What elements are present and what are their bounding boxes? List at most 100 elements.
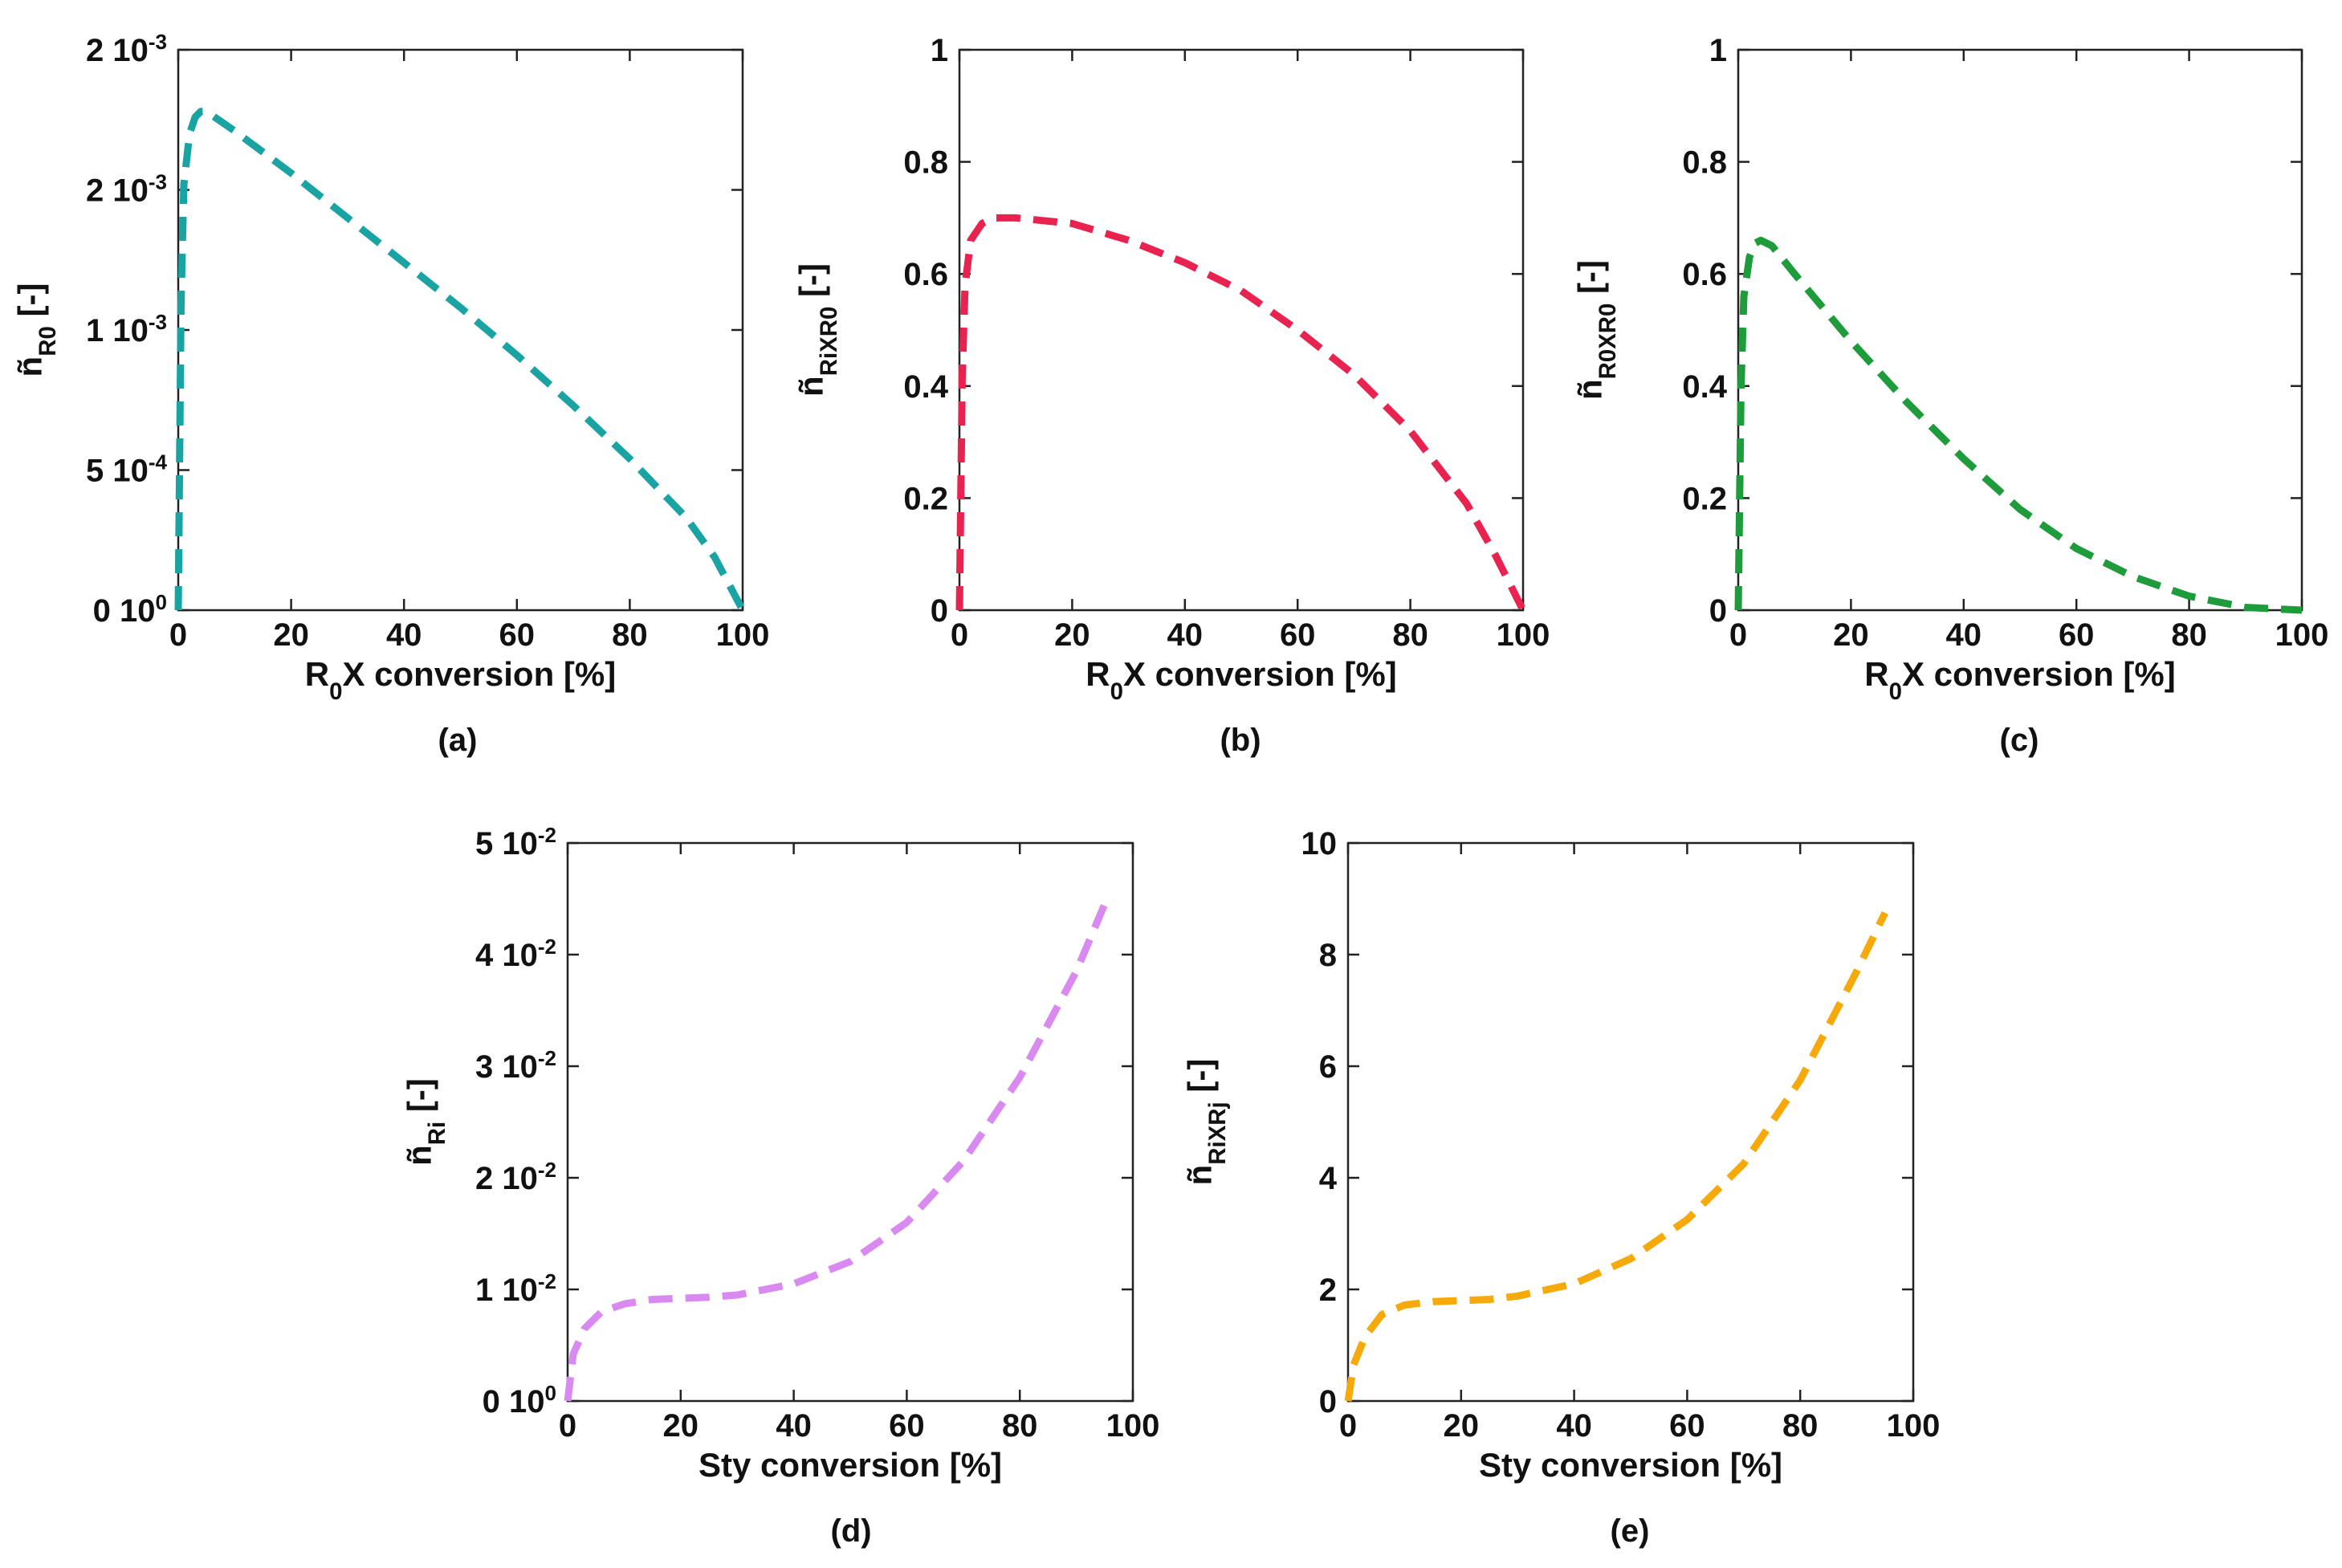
y-axis-label-rest: [-] [401,1078,438,1122]
x-axis-label-sub: 0 [1110,678,1123,705]
panel-caption: (e) [1611,1513,1650,1549]
y-tick-mantissa: 6 [1319,1049,1337,1085]
series-line [174,108,746,613]
x-axis-label: R0X conversion [%] [305,655,616,705]
y-tick-label: 0 100 [483,1381,556,1419]
panel-caption: (b) [1220,723,1261,758]
y-axis-label-main: ñ [792,376,830,397]
panel-e: 0 20 40 60 80 100 0 2 4 6 8 10 Sty conversion [%] ñRi… [1181,826,1940,1549]
x-axis-label-main: R [1085,655,1110,693]
y-axis-label-sub: Ri [424,1122,450,1145]
y-tick-mantissa: 0.4 [903,369,948,405]
x-axis-label-main: Sty conversion [%] [699,1446,1002,1484]
y-tick-mantissa: 0.8 [903,145,948,181]
y-tick-label: 4 10-2 [475,935,556,973]
y-tick-label: 2 [1319,1273,1337,1308]
x-axis-label-main: R [305,655,329,693]
series-line [1734,236,2303,614]
y-axis-label: ñRi [-] [401,1078,450,1166]
plot-frame [1737,48,2303,612]
y-tick-exponent: -3 [149,310,167,334]
y-axis-label-rest: [-] [792,263,830,307]
y-tick-mantissa: 0 [1319,1384,1337,1419]
y-tick-mantissa: 10 [1301,826,1338,861]
plot-frame [177,48,744,612]
y-tick-mantissa: 2 10 [86,173,149,209]
y-tick-mantissa: 0 10 [483,1384,545,1419]
x-axis-label-rest: X conversion [%] [1123,655,1397,693]
x-tick-label: 80 [1002,1408,1038,1444]
y-axis-label-rest: [-] [11,283,49,327]
y-tick-label: 0 [1319,1384,1337,1419]
y-axis-label-main: ñ [401,1145,438,1166]
y-tick-mantissa: 2 10 [475,1161,538,1196]
y-tick-mantissa: 0 [931,593,948,629]
y-tick-mantissa: 3 10 [475,1049,538,1085]
y-tick-exponent: -2 [538,1046,556,1070]
y-axis-label-sub: R0 [35,326,61,356]
plot-frame [1346,841,1915,1403]
x-tick-label: 20 [1833,617,1869,653]
y-tick-mantissa: 0.6 [903,257,948,292]
y-tick-label: 1 10-3 [86,310,167,348]
y-tick-mantissa: 1 10 [86,313,149,348]
x-tick-label: 20 [663,1408,699,1444]
y-tick-label: 0 100 [93,590,167,629]
y-tick-label: 4 [1319,1161,1338,1196]
y-tick-label: 1 [931,33,948,68]
x-tick-label: 40 [1167,617,1204,653]
x-tick-label: 0 [1729,617,1747,653]
y-tick-mantissa: 0.8 [1682,145,1727,181]
y-tick-label: 0.8 [1682,145,1727,181]
y-tick-mantissa: 1 [931,33,948,68]
y-tick-exponent: -2 [538,1269,556,1293]
y-axis-label-sub: RiXR0 [816,307,842,377]
y-axis-label: ñR0 [-] [11,283,61,377]
y-tick-label: 8 [1319,938,1337,973]
panel-caption: (d) [830,1513,871,1549]
y-tick-mantissa: 0.2 [903,481,948,516]
y-axis-label: ñR0XR0 [-] [1571,260,1621,400]
y-tick-label: 2 10-3 [86,170,167,209]
y-tick-mantissa: 2 [1319,1273,1337,1308]
x-tick-label: 60 [1280,617,1316,653]
x-tick-label: 100 [1887,1408,1941,1444]
x-axis-label: Sty conversion [%] [1479,1446,1782,1484]
x-axis-label-rest: X conversion [%] [1902,655,2176,693]
x-tick-label: 20 [273,617,309,653]
y-tick-exponent: -4 [149,450,168,474]
x-axis-label-main: Sty conversion [%] [1479,1446,1782,1484]
x-tick-label: 0 [1339,1408,1357,1444]
y-tick-label: 1 10-2 [475,1269,556,1308]
y-tick-label: 0.6 [903,257,948,292]
x-tick-label: 80 [1392,617,1428,653]
x-tick-label: 0 [559,1408,576,1444]
series-line [564,902,1108,1402]
y-tick-exponent: -3 [149,30,167,54]
x-tick-label: 60 [889,1408,925,1444]
x-axis-label-rest: X conversion [%] [342,655,616,693]
y-tick-mantissa: 5 10 [475,826,538,861]
y-tick-mantissa: 0 [1709,593,1727,629]
y-axis-label-sub: RiXRj [1204,1102,1231,1164]
x-tick-label: 40 [776,1408,812,1444]
x-tick-label: 60 [1669,1408,1705,1444]
y-tick-exponent: -3 [149,170,167,194]
y-axis-label-rest: [-] [1181,1059,1219,1102]
x-tick-label: 0 [169,617,187,653]
x-axis-label-sub: 0 [1889,678,1902,705]
plot-frame [958,48,1525,612]
y-axis-label: ñRiXRj [-] [1181,1059,1231,1186]
y-tick-exponent: 0 [156,590,167,614]
y-tick-label: 0 [1709,593,1727,629]
y-tick-label: 0.6 [1682,257,1727,292]
y-tick-label: 10 [1301,826,1338,861]
x-axis-label-main: R [1864,655,1888,693]
y-tick-label: 0.4 [903,369,948,405]
y-tick-mantissa: 2 10 [86,33,149,68]
x-tick-label: 20 [1444,1408,1480,1444]
x-tick-label: 100 [716,617,770,653]
x-tick-label: 40 [1556,1408,1592,1444]
